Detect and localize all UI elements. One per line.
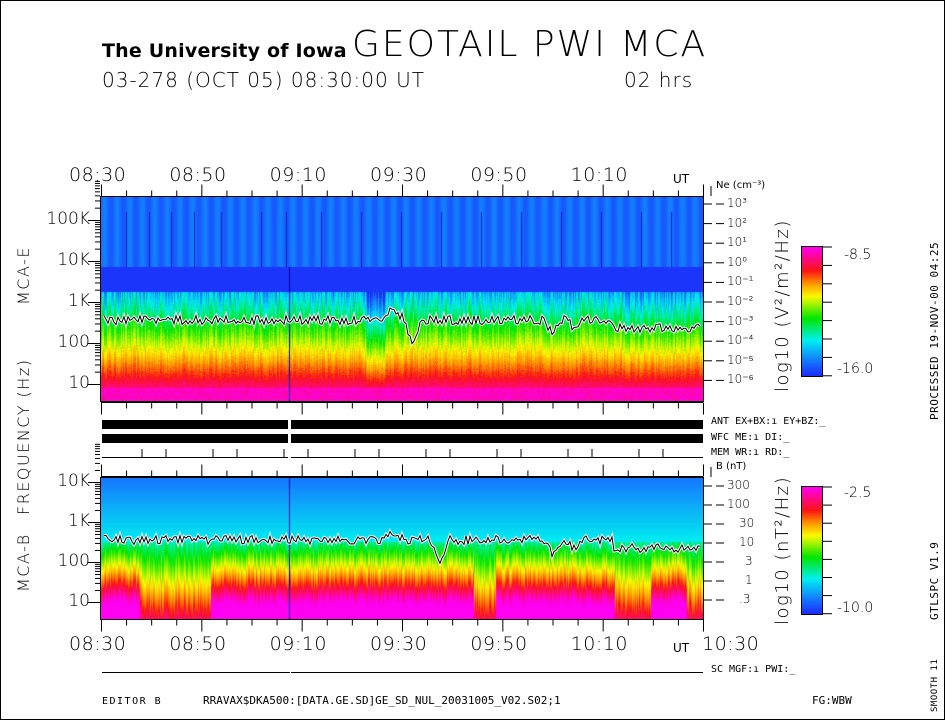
ne-tick-label: 10⁻⁶ [727, 372, 754, 387]
ant-status: ANT EX+BX:ı EY+BZ:_ [711, 416, 826, 427]
time-label-top: 09:30 [370, 164, 428, 186]
trace-halo [104, 528, 701, 568]
mem-status: MEM WR:ı RD:_ [711, 447, 790, 458]
processed-label: PROCESSED 19-NOV-00 04:25 [928, 241, 941, 420]
density-trace [103, 307, 701, 345]
time-label-bottom: 09:10 [269, 633, 327, 655]
b-tick-label: 30 [739, 516, 755, 530]
ne-tick-label: 10⁻⁵ [727, 352, 754, 367]
mca-b-spectrogram [101, 478, 703, 619]
cb-b-border [801, 486, 823, 615]
b-tick-label: 3 [745, 554, 753, 568]
mca-b-colorbar-min: -10.0 [837, 600, 874, 616]
cb-e-border [801, 246, 823, 377]
time-label-bottom: 10:10 [570, 633, 628, 655]
b-tick-label: 10 [739, 535, 755, 549]
time-label-top: 10:10 [570, 164, 628, 186]
fg-label: FG:WBW [812, 694, 852, 707]
version-label: GTLSPC V1.9 [928, 541, 941, 620]
wfc-bar [291, 434, 703, 443]
time-label-top: 09:10 [269, 164, 327, 186]
time-label-bottom: 09:30 [370, 633, 428, 655]
wfc-bar [102, 434, 288, 443]
b-tick-label: .3 [739, 592, 751, 606]
b-tick-label: 100 [727, 497, 750, 511]
time-label-end: 10:30 [702, 633, 760, 655]
mca-b-ytick-label: 10K [57, 471, 90, 491]
ne-tick-label: 10² [727, 215, 748, 230]
ne-tick-label: 10¹ [727, 235, 748, 250]
ne-tick-label: 10⁻² [727, 294, 754, 308]
mca-e-ytick-label: 1K [68, 291, 90, 311]
mca-e-spectrogram [101, 197, 703, 401]
mca-e-colorbar-min: -16.0 [837, 361, 874, 377]
ne-tick-label: 10⁻¹ [727, 274, 754, 289]
mca-b-ytick-label: 1K [68, 511, 90, 531]
time-label-top: 08:50 [169, 164, 227, 186]
time-label-top: 08:30 [69, 164, 127, 186]
ant-bar [291, 420, 703, 429]
time-label-bottom: 09:50 [470, 633, 528, 655]
mca-b-ytick-label: 100 [57, 551, 90, 571]
density-trace [104, 530, 701, 565]
top-ut-label: UT [673, 172, 690, 186]
institution-label: The University of Iowa [102, 40, 347, 62]
file-path: RRAVAX$DKA500:[DATA.GE.SD]GE_SD_NUL_2003… [203, 694, 561, 707]
mca-b-title: MCA-B [14, 533, 33, 592]
mca-e-colorbar [802, 247, 822, 376]
b-tick-label: 1 [745, 573, 753, 587]
mca-b-colorbar [802, 487, 822, 614]
mca-b-colorbar-max: -2.5 [844, 485, 872, 501]
mca-e-colorbar-max: -8.5 [844, 247, 872, 263]
wfc-status: WFC ME:ı DI:_ [711, 432, 790, 443]
sc-status: SC MGF:ı PWI:_ [711, 664, 796, 675]
ne-tick-label: 10⁻³ [727, 313, 754, 328]
mca-e-ytick-label: 10K [57, 250, 90, 270]
ne-tick-label: 10⁰ [727, 254, 748, 269]
page-title: GEOTAIL PWI MCA [352, 24, 708, 65]
mca-e-border [100, 196, 704, 402]
time-label-bottom: 08:30 [69, 633, 127, 655]
editor-label: EDITOR B [102, 696, 163, 707]
b-axis-title: B (nT) [716, 461, 747, 472]
time-label-top: 09:50 [470, 164, 528, 186]
mca-e-title: MCA-E [14, 246, 33, 305]
b-tick-label: 300 [727, 478, 750, 492]
ant-bar [102, 420, 288, 429]
smooth-label: SMOOTH 11 [930, 658, 940, 712]
ne-axis-title: Ne (cm⁻³) [716, 180, 766, 191]
ne-tick-label: 10⁻⁴ [727, 333, 754, 348]
frequency-axis-title: FREQUENCY (Hz) [14, 358, 33, 515]
bottom-ut-label: UT [673, 641, 690, 655]
duration-label: 02 hrs [624, 68, 694, 92]
ne-tick-label: 10³ [727, 196, 748, 210]
time-label-bottom: 08:50 [169, 633, 227, 655]
mca-b-ytick-label: 10 [68, 591, 90, 611]
mca-b-colorbar-title: log10 (nT²/Hz) [772, 475, 793, 625]
mca-e-ytick-label: 100 [57, 332, 90, 352]
mca-e-colorbar-title: log10 (V²/m²/Hz) [772, 219, 793, 392]
mca-e-ytick-label: 10 [68, 373, 90, 393]
mca-e-ytick-label: 100K [46, 209, 90, 229]
date-line: 03-278 (OCT 05) 08:30:00 UT [102, 68, 425, 92]
